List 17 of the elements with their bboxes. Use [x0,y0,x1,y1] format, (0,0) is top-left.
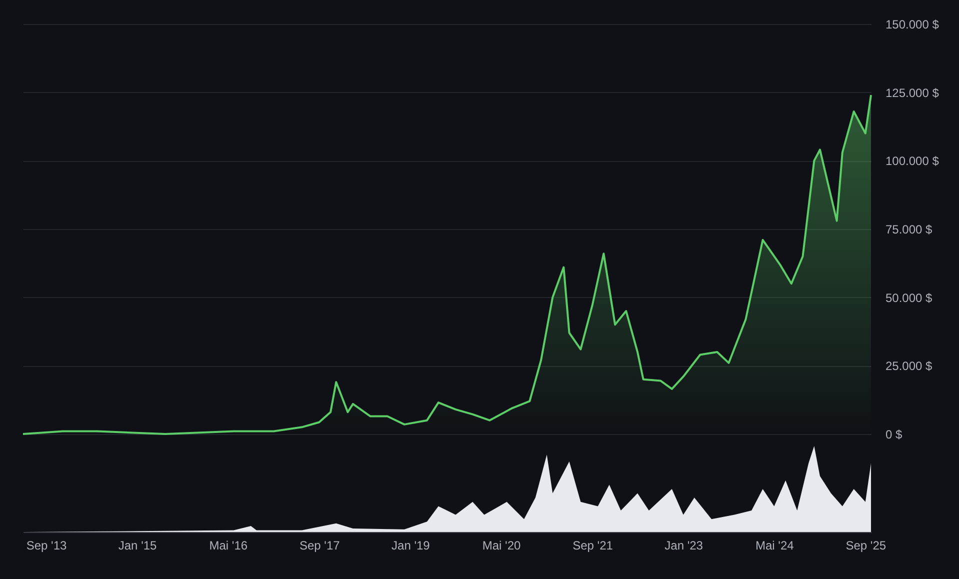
y-tick-label: 150.000 $ [886,18,940,32]
x-tick-label: Sep '17 [299,538,340,552]
x-tick-label: Sep '25 [846,538,886,552]
x-tick-label: Sep '13 [26,538,67,552]
y-tick-label: 125.000 $ [886,86,940,100]
y-tick-label: 75.000 $ [886,222,933,236]
x-tick-label: Jan '23 [664,538,704,552]
x-tick-label: Mai '16 [209,538,248,552]
x-tick-label: Mai '24 [756,538,794,552]
x-tick-label: Jan '15 [118,538,158,552]
x-tick-label: Mai '20 [482,538,522,552]
x-tick-label: Sep '21 [572,538,614,552]
y-tick-label: 25.000 $ [886,359,933,374]
y-tick-label: 50.000 $ [886,290,933,305]
x-tick-label: Jan '19 [392,538,430,552]
y-tick-label: 0 $ [886,428,903,442]
y-tick-label: 100.000 $ [886,154,940,168]
